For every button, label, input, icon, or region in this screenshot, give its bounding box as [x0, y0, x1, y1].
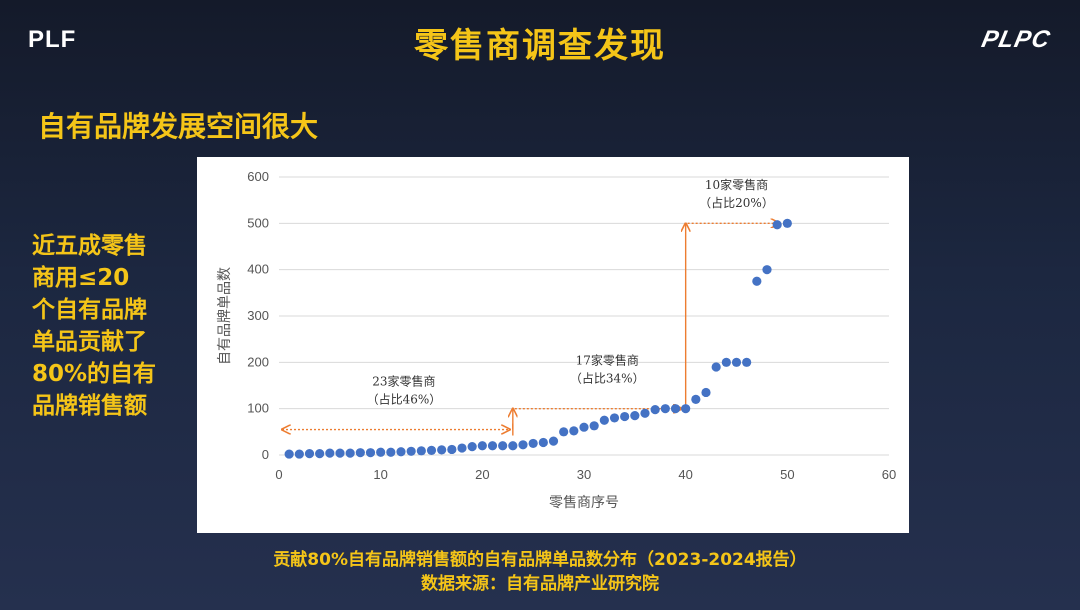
data-point [538, 437, 548, 448]
y-tick-labels: 0 100 200 300 400 500 600 [247, 169, 269, 462]
data-points [284, 218, 792, 459]
data-point [498, 441, 508, 451]
annotation-label-1: 23家零售商 [372, 374, 435, 389]
annotation-label-3: 10家零售商 [705, 177, 768, 192]
data-point [701, 387, 711, 398]
data-point [426, 445, 437, 455]
x-tick-label: 0 [275, 467, 282, 482]
data-point [386, 447, 396, 457]
data-point [406, 446, 416, 456]
data-point [742, 357, 752, 367]
data-point [487, 441, 498, 451]
y-tick-label: 100 [247, 401, 269, 416]
scatter-chart: 0 100 200 300 400 500 600 0 10 20 30 40 50 60 23家零售商… [216, 169, 896, 511]
section-subtitle: 自有品牌发展空间很大 [38, 110, 319, 143]
x-tick-label: 30 [577, 467, 591, 482]
y-tick-label: 300 [247, 308, 269, 323]
data-point [782, 218, 792, 228]
data-point [304, 449, 315, 459]
data-point [294, 449, 304, 459]
data-point [416, 446, 426, 456]
data-point [355, 448, 365, 458]
data-point [437, 445, 447, 455]
data-point [569, 426, 579, 436]
y-tick-label: 200 [247, 354, 269, 369]
chart-caption: 贡献80%自有品牌销售额的自有品牌单品数分布（2023-2024报告） 数据来源… [0, 548, 1080, 596]
data-point [681, 404, 691, 414]
caption-line-1: 贡献80%自有品牌销售额的自有品牌单品数分布（2023-2024报告） [273, 550, 807, 570]
data-point [721, 357, 731, 367]
data-point [345, 448, 355, 458]
data-point [691, 394, 701, 404]
data-point [752, 276, 762, 286]
caption-line-2: 数据来源：自有品牌产业研究院 [421, 574, 659, 594]
annotation-share-2: （占比34%） [570, 371, 645, 386]
data-point [660, 404, 670, 414]
data-point [548, 436, 559, 446]
data-point [731, 357, 742, 367]
data-point [315, 449, 325, 459]
data-point [284, 449, 294, 459]
key-finding-text: 近五成零售 商用≤20 个自有品牌 单品贡献了 80%的自有 品牌销售额 [32, 233, 157, 419]
annotation-share-3: （占比20%） [699, 195, 774, 210]
data-point [599, 415, 609, 425]
x-tick-label: 10 [373, 467, 387, 482]
data-point [365, 448, 376, 458]
data-point [711, 362, 721, 372]
y-tick-label: 400 [247, 262, 269, 277]
data-point [670, 404, 681, 414]
y-tick-label: 600 [247, 169, 269, 184]
data-point [335, 448, 345, 458]
x-tick-label: 60 [882, 467, 896, 482]
y-tick-label: 500 [247, 215, 269, 230]
data-point [508, 441, 518, 451]
data-point [559, 427, 569, 437]
data-point [620, 411, 630, 422]
data-point [772, 220, 782, 230]
annotation-label-2: 17家零售商 [576, 353, 639, 368]
y-axis-label: 自有品牌单品数 [216, 267, 233, 365]
plf-logo: PLF [28, 26, 77, 53]
chart-panel: 0 100 200 300 400 500 600 0 10 20 30 40 50 60 23家零售商… [197, 157, 909, 533]
data-point [396, 447, 406, 457]
data-point [325, 448, 335, 458]
data-point [467, 442, 477, 452]
data-point [518, 440, 528, 450]
data-point [762, 265, 772, 275]
data-point [609, 413, 620, 423]
x-tick-label: 20 [475, 467, 489, 482]
annotation-brackets: 23家零售商 （占比46%） 17家零售商 （占比34%） 10家零售商 （占比20%） [282, 177, 779, 436]
data-point [376, 447, 386, 457]
data-point [447, 444, 457, 455]
x-tick-label: 40 [678, 467, 692, 482]
data-point [589, 421, 599, 431]
gridlines [279, 176, 889, 456]
page-title: 零售商调查发现 [414, 26, 666, 66]
data-point [650, 404, 660, 415]
data-point [457, 443, 467, 453]
x-tick-label: 50 [780, 467, 794, 482]
data-point [640, 408, 650, 418]
x-axis-label: 零售商序号 [549, 495, 619, 511]
data-point [630, 411, 640, 421]
data-point [528, 438, 538, 449]
data-point [579, 422, 589, 432]
data-point [477, 441, 487, 451]
y-tick-label: 0 [262, 447, 269, 462]
x-tick-labels: 0 10 20 30 40 50 60 [275, 467, 896, 482]
annotation-share-1: （占比46%） [367, 392, 442, 407]
